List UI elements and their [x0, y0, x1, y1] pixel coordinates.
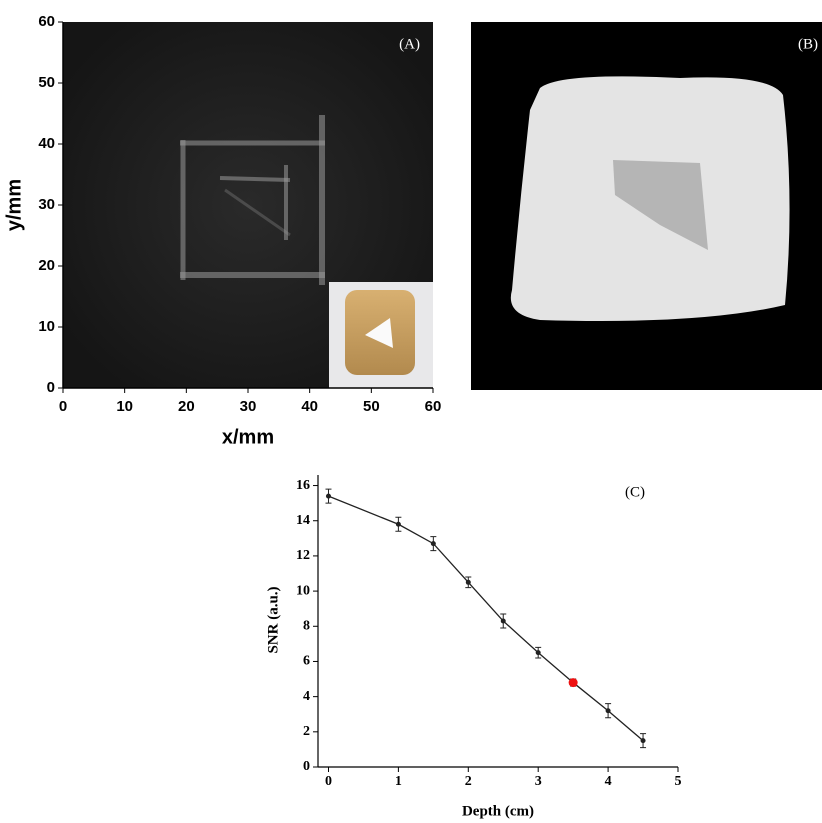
data-point	[466, 580, 471, 585]
y-tick-label: 10	[38, 318, 55, 335]
x-tick-label: 50	[363, 398, 380, 415]
data-point	[641, 738, 646, 743]
panel-label: (B)	[798, 36, 818, 52]
x-tick-label: 30	[240, 398, 257, 415]
y-tick-label: 4	[303, 689, 310, 704]
x-tick-label: 1	[395, 774, 402, 789]
x-tick-label: 20	[178, 398, 195, 415]
data-point	[431, 541, 436, 546]
y-tick-label: 14	[296, 513, 310, 528]
data-point	[326, 494, 331, 499]
y-axis-label: y/mm	[3, 179, 25, 231]
y-tick-label: 30	[38, 196, 55, 213]
x-tick-label: 3	[535, 774, 542, 789]
y-tick-label: 10	[296, 583, 310, 598]
y-tick-label: 2	[303, 724, 310, 739]
panel-label: (A)	[399, 36, 420, 52]
data-point	[536, 650, 541, 655]
series-line	[328, 496, 643, 741]
y-tick-label: 0	[47, 379, 55, 396]
y-tick-label: 40	[38, 135, 55, 152]
y-tick-label: 50	[38, 74, 55, 91]
data-point	[501, 619, 506, 624]
x-tick-label: 2	[465, 774, 472, 789]
x-axis-label: x/mm	[222, 426, 274, 448]
data-point	[396, 522, 401, 527]
y-tick-label: 12	[296, 548, 310, 563]
x-tick-label: 0	[325, 774, 332, 789]
x-axis-label: Depth (cm)	[462, 803, 534, 819]
y-tick-label: 16	[296, 478, 310, 493]
x-tick-label: 10	[116, 398, 133, 415]
x-tick-label: 60	[425, 398, 442, 415]
data-point	[606, 708, 611, 713]
figure: 01020304050600102030405060x/mmy/mm(A) 01…	[0, 0, 822, 823]
panel-b-image	[471, 22, 822, 390]
data-point	[569, 678, 578, 687]
y-tick-label: 20	[38, 257, 55, 274]
y-tick-label: 8	[303, 618, 310, 633]
x-tick-label: 0	[59, 398, 67, 415]
panel-a-image	[63, 22, 433, 388]
x-tick-label: 5	[675, 774, 682, 789]
y-axis-label: SNR (a.u.)	[265, 586, 281, 653]
x-tick-label: 4	[605, 774, 612, 789]
y-tick-label: 0	[303, 759, 310, 774]
x-tick-label: 40	[301, 398, 318, 415]
y-tick-label: 60	[38, 13, 55, 30]
y-tick-label: 6	[303, 654, 310, 669]
panel-label: (C)	[625, 484, 645, 500]
